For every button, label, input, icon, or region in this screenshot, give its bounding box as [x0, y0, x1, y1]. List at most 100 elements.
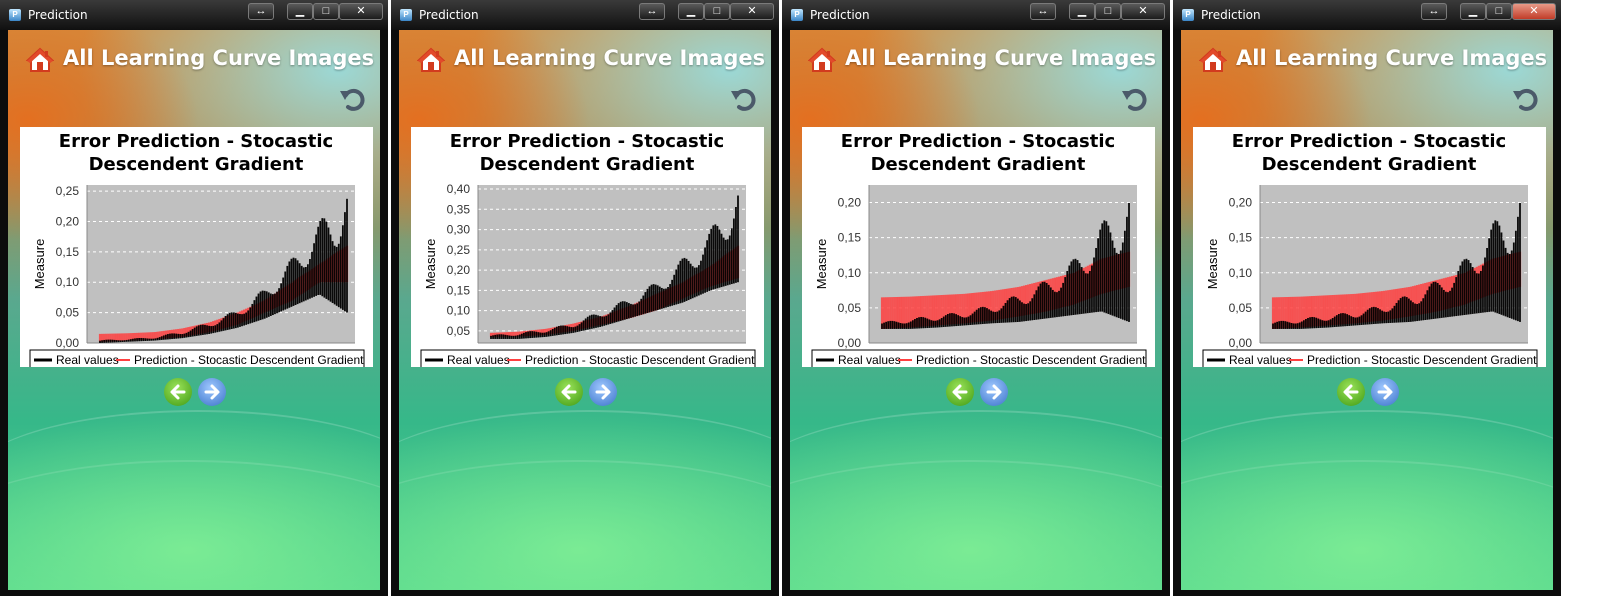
background-wave [1181, 410, 1553, 552]
previous-button[interactable] [555, 378, 583, 406]
y-tick-label: 0,10 [1229, 266, 1253, 280]
background-wave [1181, 460, 1553, 590]
arrow-left-icon [1343, 384, 1359, 400]
background-wave [8, 410, 380, 552]
y-tick-label: 0,05 [447, 324, 471, 338]
title-bar[interactable]: P Prediction ↔ ▁ □ ✕ [0, 0, 388, 30]
arrow-right-icon [986, 384, 1002, 400]
y-tick-label: 0,15 [1229, 231, 1253, 245]
close-button[interactable]: ✕ [339, 3, 383, 20]
resize-swap-button[interactable]: ↔ [1030, 3, 1056, 20]
window-title: Prediction [1201, 8, 1261, 22]
legend-label: Real values [56, 353, 119, 367]
maximize-button[interactable]: □ [1095, 3, 1121, 20]
close-button[interactable]: ✕ [730, 3, 774, 20]
arrow-left-icon [561, 384, 577, 400]
legend-label: Prediction - Stocastic Descendent Gradie… [916, 353, 1146, 367]
next-button[interactable] [198, 378, 226, 406]
page-title: All Learning Curve Images [63, 46, 375, 70]
y-axis-label: Measure [423, 239, 438, 290]
resize-swap-button[interactable]: ↔ [248, 3, 274, 20]
chart-title: Descendent Gradient [1262, 154, 1477, 175]
y-tick-label: 0,05 [1229, 301, 1253, 315]
y-axis-label: Measure [814, 239, 829, 290]
title-bar[interactable]: P Prediction ↔ ▁ □ ✕ [1173, 0, 1561, 30]
app-icon: P [791, 9, 803, 21]
background-wave [790, 460, 1162, 590]
y-tick-label: 0,00 [838, 336, 862, 350]
window-content: All Learning Curve Images Error Predicti… [790, 30, 1162, 590]
window-content: All Learning Curve Images Error Predicti… [8, 30, 380, 590]
minimize-button[interactable]: ▁ [287, 3, 313, 20]
y-tick-label: 0,15 [56, 245, 80, 259]
y-tick-label: 0,05 [838, 301, 862, 315]
legend [420, 349, 756, 367]
legend [29, 349, 365, 367]
undo-icon[interactable] [338, 85, 368, 113]
y-tick-label: 0,05 [56, 306, 80, 320]
y-tick-label: 0,15 [447, 283, 471, 297]
window-title: Prediction [419, 8, 479, 22]
arrow-right-icon [204, 384, 220, 400]
resize-swap-button[interactable]: ↔ [639, 3, 665, 20]
background-wave [790, 410, 1162, 552]
maximize-button[interactable]: □ [704, 3, 730, 20]
y-tick-label: 0,35 [447, 202, 471, 216]
undo-icon[interactable] [1511, 85, 1541, 113]
minimize-button[interactable]: ▁ [678, 3, 704, 20]
legend [1202, 349, 1538, 367]
chart-title: Error Prediction - Stocastic [1232, 131, 1506, 152]
series-real-values [99, 198, 348, 343]
y-axis-label: Measure [32, 239, 47, 290]
next-button[interactable] [1371, 378, 1399, 406]
background-wave [399, 460, 771, 590]
undo-icon[interactable] [1120, 85, 1150, 113]
home-icon[interactable] [26, 46, 54, 74]
background-wave [399, 410, 771, 552]
close-button[interactable]: ✕ [1512, 3, 1556, 20]
y-axis-label: Measure [1205, 239, 1220, 290]
chart-title: Error Prediction - Stocastic [841, 131, 1115, 152]
previous-button[interactable] [1337, 378, 1365, 406]
y-tick-label: 0,20 [56, 214, 80, 228]
home-icon[interactable] [417, 46, 445, 74]
learning-curve-chart: Error Prediction - Stocastic Descendent G… [411, 127, 764, 367]
learning-curve-chart: Error Prediction - Stocastic Descendent G… [1193, 127, 1546, 367]
minimize-button[interactable]: ▁ [1460, 3, 1486, 20]
window-content: All Learning Curve Images Error Predicti… [399, 30, 771, 590]
y-tick-label: 0,10 [838, 266, 862, 280]
title-bar[interactable]: P Prediction ↔ ▁ □ ✕ [782, 0, 1170, 30]
resize-swap-button[interactable]: ↔ [1421, 3, 1447, 20]
y-tick-label: 0,00 [1229, 336, 1253, 350]
home-icon[interactable] [1199, 46, 1227, 74]
maximize-button[interactable]: □ [313, 3, 339, 20]
chart-title: Descendent Gradient [871, 154, 1086, 175]
prediction-window: P Prediction ↔ ▁ □ ✕ All Learning Curve … [391, 0, 779, 596]
window-content: All Learning Curve Images Error Predicti… [1181, 30, 1553, 590]
y-tick-label: 0,30 [447, 223, 471, 237]
home-icon[interactable] [808, 46, 836, 74]
next-button[interactable] [589, 378, 617, 406]
previous-button[interactable] [946, 378, 974, 406]
maximize-button[interactable]: □ [1486, 3, 1512, 20]
minimize-button[interactable]: ▁ [1069, 3, 1095, 20]
undo-icon[interactable] [729, 85, 759, 113]
close-button[interactable]: ✕ [1121, 3, 1165, 20]
legend-label: Prediction - Stocastic Descendent Gradie… [134, 353, 364, 367]
chart-title: Error Prediction - Stocastic [450, 131, 724, 152]
y-tick-label: 0,10 [56, 275, 80, 289]
app-icon: P [1182, 9, 1194, 21]
y-tick-label: 0,20 [447, 263, 471, 277]
next-button[interactable] [980, 378, 1008, 406]
arrow-left-icon [170, 384, 186, 400]
app-icon: P [400, 9, 412, 21]
title-bar[interactable]: P Prediction ↔ ▁ □ ✕ [391, 0, 779, 30]
previous-button[interactable] [164, 378, 192, 406]
series-real-values [881, 202, 1130, 329]
legend-label: Prediction - Stocastic Descendent Gradie… [525, 353, 755, 367]
y-tick-label: 0,20 [838, 196, 862, 210]
